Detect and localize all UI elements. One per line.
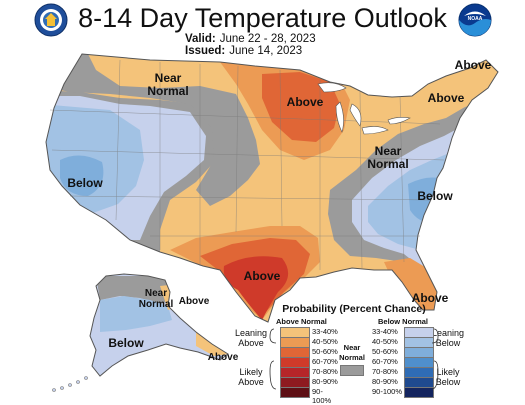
legend-below-label-2: 50-60% bbox=[372, 347, 398, 356]
legend-above-label-4: 70-80% bbox=[312, 367, 338, 376]
issued-label: Issued: bbox=[185, 45, 226, 57]
legend-below-label-6: 90-100% bbox=[372, 387, 403, 396]
valid-label: Valid: bbox=[185, 33, 216, 45]
label-alaska-near-normal: Near Normal bbox=[138, 288, 174, 310]
noaa-logo: NOAA bbox=[458, 3, 492, 37]
label-west-below: Below bbox=[67, 176, 103, 190]
legend-brackets bbox=[269, 328, 439, 390]
commerce-seal-logo bbox=[34, 3, 68, 37]
legend-leaning-above: Leaning Above bbox=[234, 328, 268, 348]
map-title: 8-14 Day Temperature Outlook bbox=[78, 3, 447, 33]
legend-above-label-1: 40-50% bbox=[312, 337, 338, 346]
label-northeast-above: Above bbox=[427, 91, 465, 105]
legend-below-label-5: 80-90% bbox=[372, 377, 398, 386]
legend-leaning-below: Leaning Below bbox=[431, 328, 465, 348]
legend-below-label-0: 33-40% bbox=[372, 327, 398, 336]
legend-below-swatch-6 bbox=[404, 387, 434, 398]
legend-above-label-2: 50-60% bbox=[312, 347, 338, 356]
legend: Probability (Percent Chance) Above Norma… bbox=[235, 303, 470, 405]
legend-below-label-4: 70-80% bbox=[372, 367, 398, 376]
label-alaska-below: Below bbox=[108, 336, 144, 350]
label-maine-above: Above bbox=[454, 58, 492, 72]
label-northwest-near-normal: Near Normal bbox=[147, 71, 189, 98]
issued-value: June 14, 2023 bbox=[229, 45, 303, 57]
label-florida-above: Above bbox=[411, 291, 449, 305]
legend-above-swatch-6 bbox=[280, 387, 310, 398]
legend-above-label-6: 90-100% bbox=[312, 387, 332, 405]
valid-value: June 22 - 28, 2023 bbox=[219, 33, 316, 45]
legend-above-header: Above Normal bbox=[276, 317, 327, 326]
label-alaska-south-above: Above bbox=[207, 352, 239, 363]
legend-above-label-3: 60-70% bbox=[312, 357, 338, 366]
legend-near-normal-swatch bbox=[340, 365, 364, 376]
legend-near-normal-label: Near Normal bbox=[339, 343, 365, 362]
label-southeast-below: Below bbox=[417, 189, 453, 203]
label-north-central-above: Above bbox=[286, 95, 324, 109]
legend-below-bin-6: 90-100% bbox=[372, 387, 434, 398]
label-alaska-east-above: Above bbox=[178, 296, 210, 307]
issued-dates: Issued: June 14, 2023 bbox=[185, 45, 302, 57]
svg-text:NOAA: NOAA bbox=[468, 16, 483, 22]
legend-below-label-1: 40-50% bbox=[372, 337, 398, 346]
legend-above-label-5: 80-90% bbox=[312, 377, 338, 386]
legend-likely-above: Likely Above bbox=[238, 367, 264, 387]
legend-below-label-3: 60-70% bbox=[372, 357, 398, 366]
label-east-near-normal: Near Normal bbox=[367, 144, 409, 171]
legend-above-bin-6: 90-100% bbox=[280, 387, 340, 405]
valid-dates: Valid: June 22 - 28, 2023 bbox=[185, 33, 316, 45]
legend-likely-below: Likely Below bbox=[435, 367, 461, 387]
legend-below-header: Below Normal bbox=[378, 317, 429, 326]
legend-title: Probability (Percent Chance) bbox=[282, 303, 426, 315]
label-texas-above: Above bbox=[243, 269, 281, 283]
legend-above-label-0: 33-40% bbox=[312, 327, 338, 336]
